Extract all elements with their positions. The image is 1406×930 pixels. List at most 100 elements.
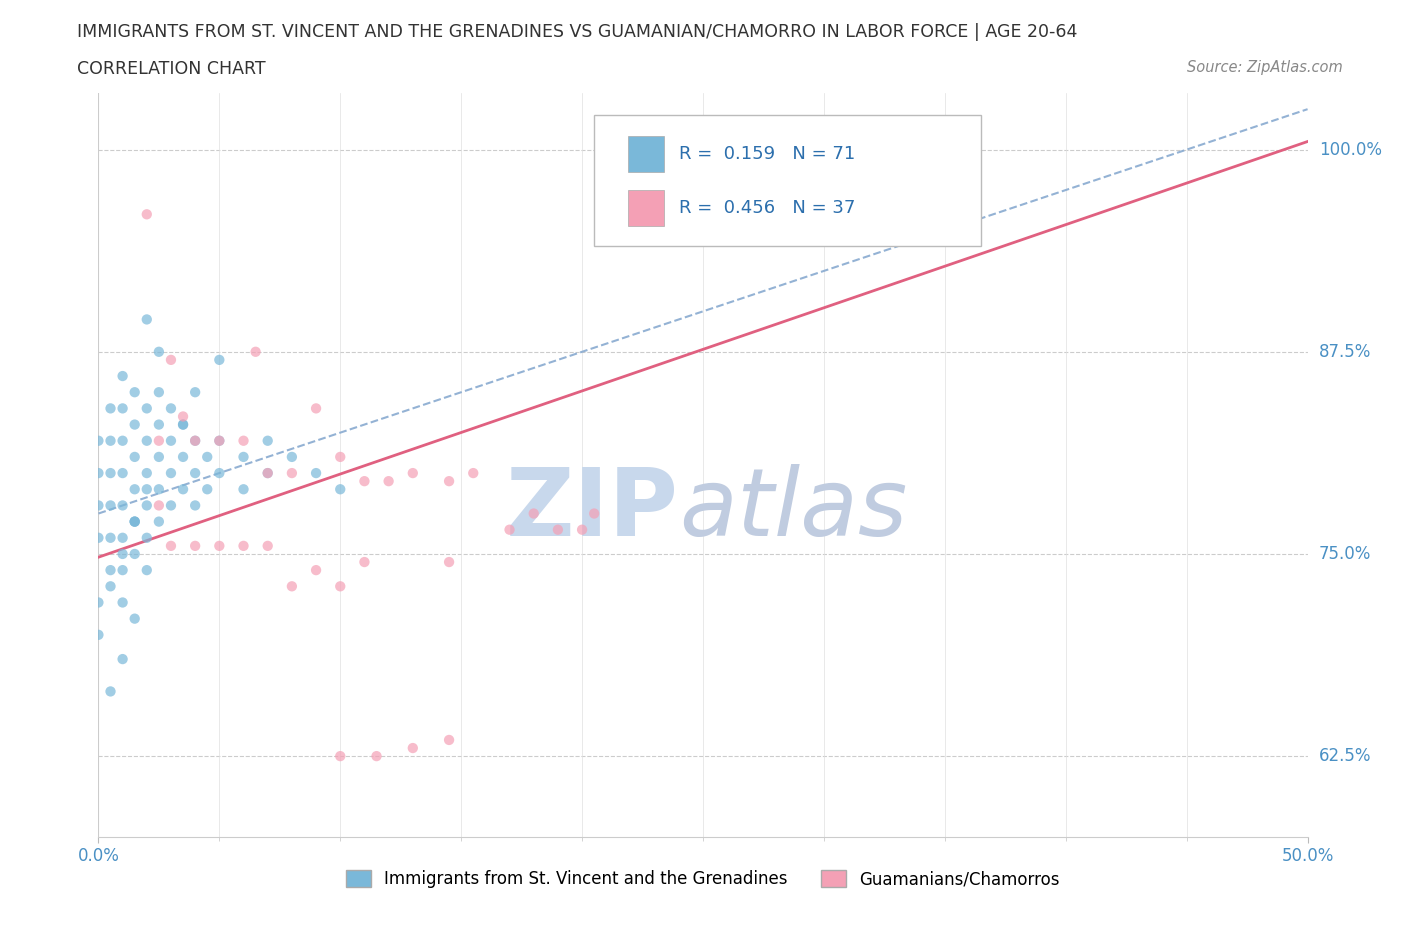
Text: IMMIGRANTS FROM ST. VINCENT AND THE GRENADINES VS GUAMANIAN/CHAMORRO IN LABOR FO: IMMIGRANTS FROM ST. VINCENT AND THE GREN… (77, 23, 1078, 41)
Point (160, 466, 183, 481)
Point (111, 401, 134, 416)
Point (124, 482, 146, 497)
Point (87, 530, 110, 545)
Point (232, 433, 254, 448)
Point (124, 385, 146, 400)
Point (160, 498, 183, 512)
FancyBboxPatch shape (628, 191, 664, 226)
Point (111, 652, 134, 667)
Point (329, 578, 352, 593)
Point (232, 538, 254, 553)
Point (135, 312, 157, 326)
Point (402, 466, 425, 481)
Point (208, 433, 231, 448)
Point (124, 514, 146, 529)
Point (256, 433, 278, 448)
Text: ZIP: ZIP (506, 464, 679, 555)
Legend: Immigrants from St. Vincent and the Grenadines, Guamanians/Chamorros: Immigrants from St. Vincent and the Gren… (346, 870, 1060, 888)
Point (366, 749, 388, 764)
Point (245, 344, 267, 359)
Text: 62.5%: 62.5% (1319, 747, 1371, 765)
Point (124, 611, 146, 626)
Point (498, 523, 520, 538)
Point (148, 418, 170, 432)
Point (281, 466, 304, 481)
Point (87, 595, 110, 610)
Point (329, 482, 352, 497)
Point (402, 740, 425, 755)
Point (111, 498, 134, 512)
Point (172, 418, 194, 432)
Point (437, 554, 460, 569)
Text: 75.0%: 75.0% (1319, 545, 1371, 563)
Point (281, 578, 304, 593)
Point (463, 466, 485, 481)
Point (232, 482, 254, 497)
Point (124, 449, 146, 464)
Point (124, 514, 146, 529)
Point (124, 547, 146, 562)
Point (100, 684, 122, 698)
Text: R =  0.159   N = 71: R = 0.159 N = 71 (679, 145, 855, 163)
Point (305, 466, 328, 481)
Point (583, 506, 606, 521)
Point (305, 401, 328, 416)
Point (160, 433, 183, 448)
Point (256, 466, 278, 481)
FancyBboxPatch shape (595, 115, 981, 246)
FancyBboxPatch shape (628, 136, 664, 172)
Point (100, 433, 122, 448)
Point (172, 418, 194, 432)
Point (148, 498, 170, 512)
Point (135, 466, 157, 481)
Point (100, 401, 122, 416)
Point (208, 433, 231, 448)
Point (111, 433, 134, 448)
Point (437, 733, 460, 748)
Point (87, 628, 110, 643)
Point (100, 563, 122, 578)
Text: atlas: atlas (679, 464, 907, 555)
Point (111, 466, 134, 481)
Text: 100.0%: 100.0% (1319, 140, 1382, 159)
Point (184, 466, 207, 481)
Point (208, 538, 231, 553)
Point (148, 482, 170, 497)
Text: 87.5%: 87.5% (1319, 343, 1371, 361)
Text: CORRELATION CHART: CORRELATION CHART (77, 60, 266, 78)
Point (135, 563, 157, 578)
Point (160, 538, 183, 553)
Point (111, 595, 134, 610)
Point (111, 530, 134, 545)
Point (135, 530, 157, 545)
Point (87, 433, 110, 448)
Point (124, 418, 146, 432)
Point (281, 449, 304, 464)
Point (195, 449, 218, 464)
Point (184, 433, 207, 448)
Point (523, 506, 546, 521)
Point (135, 482, 157, 497)
Point (160, 401, 183, 416)
Point (184, 538, 207, 553)
Point (208, 466, 231, 481)
Point (184, 385, 207, 400)
Point (256, 538, 278, 553)
Point (148, 514, 170, 529)
Point (87, 466, 110, 481)
Point (100, 530, 122, 545)
Point (195, 482, 218, 497)
Point (353, 554, 375, 569)
Point (184, 498, 207, 512)
Point (232, 449, 254, 464)
Text: Source: ZipAtlas.com: Source: ZipAtlas.com (1187, 60, 1343, 75)
Point (172, 482, 194, 497)
Point (256, 466, 278, 481)
Point (111, 563, 134, 578)
Point (329, 749, 352, 764)
Point (437, 473, 460, 488)
Point (135, 401, 157, 416)
Point (305, 563, 328, 578)
Point (172, 409, 194, 424)
Point (148, 433, 170, 448)
